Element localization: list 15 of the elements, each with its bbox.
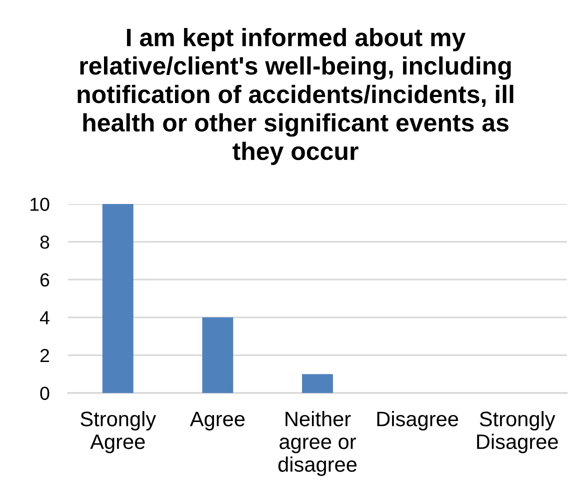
bar: [102, 204, 134, 393]
y-tick-label: 6: [40, 273, 50, 287]
y-tick-label: 2: [40, 348, 50, 362]
y-tick-label: 8: [40, 236, 50, 249]
bar: [202, 317, 234, 393]
chart-title: I am kept informed about my relative/client's well-being, including notification of accidents/incidents, ill health or other significant events as they occur: [78, 28, 514, 166]
y-tick-label: 4: [40, 311, 50, 324]
y-tick-label: 10: [30, 198, 50, 211]
bar: [302, 374, 333, 393]
y-tick-label: 0: [40, 386, 50, 400]
x-tick-label: Strongly Agree: [80, 411, 156, 454]
x-tick-label: Strongly Disagree: [477, 411, 558, 454]
x-tick-label: Disagree: [377, 411, 458, 430]
x-tick-label: Neither agree or disagree: [278, 411, 357, 476]
x-tick-label: Agree: [190, 412, 245, 430]
